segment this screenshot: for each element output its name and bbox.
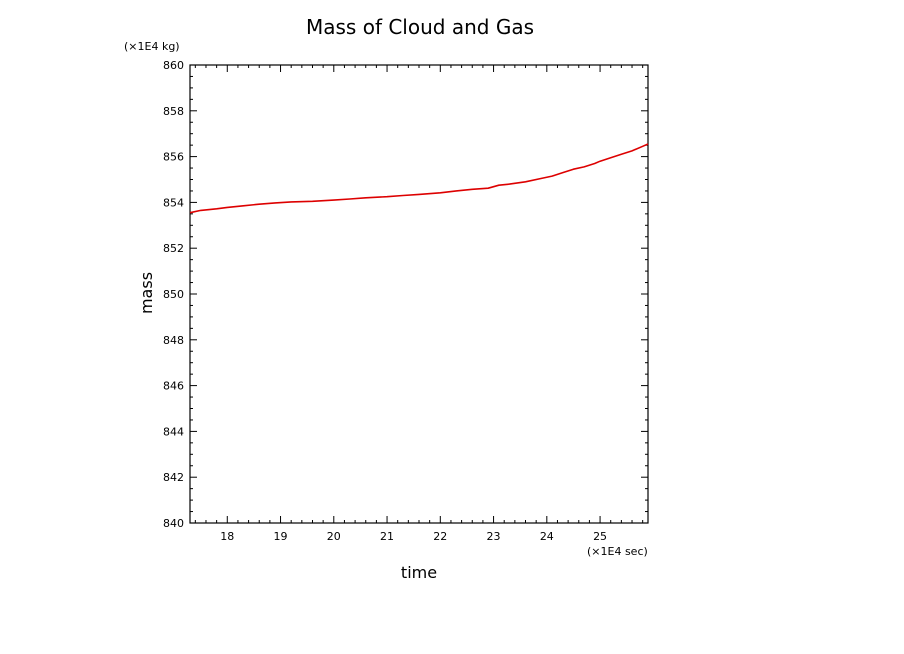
y-tick-label: 842 <box>163 471 184 484</box>
y-tick-label: 850 <box>163 288 184 301</box>
x-tick-label: 23 <box>487 530 501 543</box>
x-tick-label: 21 <box>380 530 394 543</box>
x-unit-label: (×1E4 sec) <box>587 545 648 558</box>
y-tick-label: 852 <box>163 242 184 255</box>
y-tick-label: 854 <box>163 196 184 209</box>
y-axis-label: mass <box>137 272 156 314</box>
x-tick-label: 18 <box>220 530 234 543</box>
y-tick-label: 840 <box>163 517 184 530</box>
y-tick-label: 844 <box>163 425 184 438</box>
x-tick-label: 24 <box>540 530 554 543</box>
series-group <box>189 143 649 214</box>
tick-marks <box>190 64 648 524</box>
series-line <box>189 143 649 214</box>
y-tick-label: 860 <box>163 59 184 72</box>
y-tick-label: 848 <box>163 334 184 347</box>
x-tick-label: 25 <box>593 530 607 543</box>
y-tick-label: 856 <box>163 151 184 164</box>
x-tick-label: 22 <box>433 530 447 543</box>
x-tick-label: 20 <box>327 530 341 543</box>
x-axis-label: time <box>401 563 437 582</box>
y-tick-label: 846 <box>163 380 184 393</box>
y-unit-label: (×1E4 kg) <box>124 40 180 53</box>
x-tick-label: 19 <box>274 530 288 543</box>
y-tick-label: 858 <box>163 105 184 118</box>
tick-labels: 18 19 20 21 22 23 24 25 840 842 844 846 848 850 852 854… <box>163 59 607 543</box>
chart-title: Mass of Cloud and Gas <box>306 15 534 39</box>
plot-frame <box>189 64 649 524</box>
